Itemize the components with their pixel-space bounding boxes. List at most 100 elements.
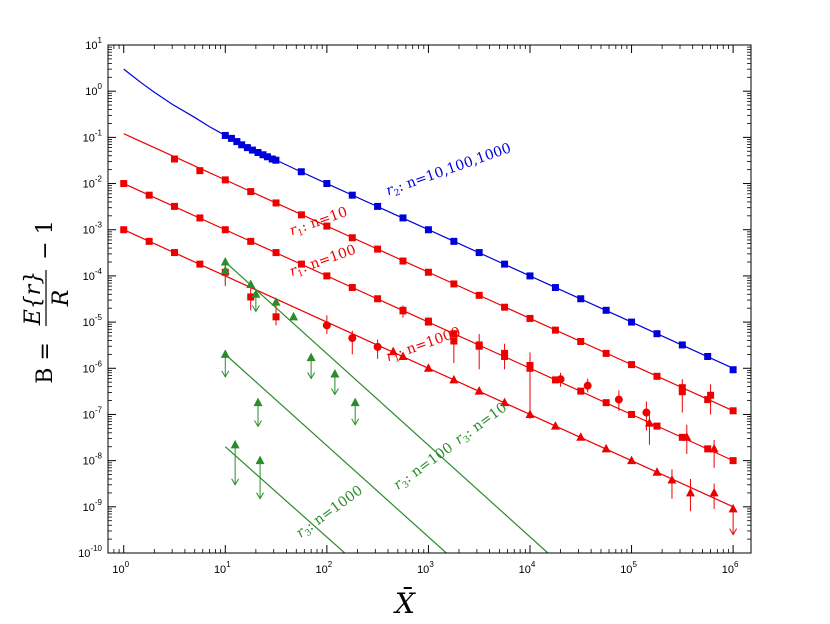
data-point <box>423 363 433 372</box>
upper-limit-arrow <box>221 370 230 378</box>
data-point <box>709 443 719 453</box>
data-point <box>271 297 281 306</box>
series-line <box>224 446 346 553</box>
data-point <box>350 397 360 407</box>
y-tick-label: 10-1 <box>83 128 103 144</box>
data-point <box>272 156 280 164</box>
data-point <box>526 361 534 369</box>
data-point <box>259 151 267 159</box>
data-point <box>297 211 305 219</box>
data-point <box>678 388 686 396</box>
upper-limit-arrow <box>254 420 262 428</box>
y-axis-title: B = E{r} R − 1 <box>21 220 74 384</box>
data-point <box>450 237 458 245</box>
y-axis-title-prefix: B = <box>33 342 58 384</box>
curve-label-r3_n10: r3: n=10 <box>452 400 511 450</box>
data-point <box>644 418 654 427</box>
data-point <box>685 487 695 497</box>
data-point <box>230 439 240 449</box>
data-point <box>556 375 565 384</box>
data-point <box>170 202 178 210</box>
tick-labels: 100 101 102 103 104 105 106 10-10 10-9 10-8 10-7 10… <box>78 36 739 576</box>
tick-marks <box>107 44 751 554</box>
data-point <box>475 342 483 350</box>
data-point <box>227 134 235 142</box>
data-point <box>474 386 484 395</box>
data-point <box>652 467 662 476</box>
data-point <box>196 260 204 268</box>
data-point <box>628 318 636 326</box>
data-point <box>399 257 407 265</box>
data-point <box>221 176 229 184</box>
data-point <box>707 391 715 399</box>
data-point <box>255 455 265 465</box>
data-point <box>221 131 229 139</box>
data-point <box>704 396 712 404</box>
data-point <box>145 237 153 245</box>
y-tick-label: 10-3 <box>83 221 103 237</box>
data-point <box>577 387 585 395</box>
data-point <box>577 337 585 345</box>
data-point <box>272 313 280 321</box>
series-line <box>224 353 447 553</box>
data-point <box>268 155 276 163</box>
data-point <box>627 455 637 465</box>
data-point <box>374 245 382 253</box>
y-tick-label: 101 <box>85 36 102 52</box>
curve-label-r1_n10: r1: n=10 <box>288 204 351 241</box>
y-tick-label: 10-2 <box>83 175 103 191</box>
data-point <box>306 352 316 362</box>
data-point <box>551 326 559 334</box>
data-point <box>729 407 737 415</box>
data-point <box>243 144 251 152</box>
data-point <box>501 303 509 311</box>
data-point <box>653 372 661 380</box>
data-point <box>678 341 686 349</box>
data-point <box>248 146 256 154</box>
data-point <box>628 361 636 369</box>
data-point <box>501 260 509 268</box>
x-tick-label: 100 <box>112 560 129 576</box>
data-point <box>450 280 458 288</box>
data-point <box>399 307 407 315</box>
data-point <box>551 376 559 384</box>
data-point <box>348 334 357 343</box>
data-point <box>550 421 560 430</box>
data-point <box>729 457 737 465</box>
x-tick-label: 105 <box>620 560 637 576</box>
y-tick-label: 10-4 <box>83 267 103 283</box>
data-point <box>424 268 432 276</box>
data-point <box>238 141 246 149</box>
data-point <box>323 222 331 230</box>
data-point <box>526 272 534 280</box>
plot-frame <box>107 44 752 554</box>
x-tick-label: 106 <box>722 560 739 576</box>
series-r3_n100 <box>220 349 447 553</box>
data-point <box>247 188 255 196</box>
data-point <box>475 291 483 299</box>
data-point <box>449 374 459 384</box>
data-point <box>526 314 534 322</box>
data-point <box>577 295 585 303</box>
data-point <box>682 432 692 441</box>
data-point <box>221 226 229 234</box>
data-point <box>642 408 651 417</box>
data-point <box>653 330 661 338</box>
data-point <box>120 226 128 234</box>
upper-limit-arrow <box>351 418 360 426</box>
data-point <box>709 487 719 497</box>
plot-area <box>120 68 738 553</box>
data-point <box>272 249 280 257</box>
data-point <box>330 369 340 378</box>
data-point <box>576 432 586 441</box>
series-r3_n1000 <box>224 439 346 553</box>
data-point <box>551 284 559 292</box>
x-tick-label: 104 <box>519 560 536 576</box>
data-point <box>196 214 204 222</box>
data-point <box>398 351 408 360</box>
data-point <box>348 191 356 199</box>
x-tick-label: 101 <box>214 560 231 576</box>
data-point <box>297 260 305 268</box>
data-point <box>247 237 255 245</box>
x-tick-label: 102 <box>316 560 333 576</box>
